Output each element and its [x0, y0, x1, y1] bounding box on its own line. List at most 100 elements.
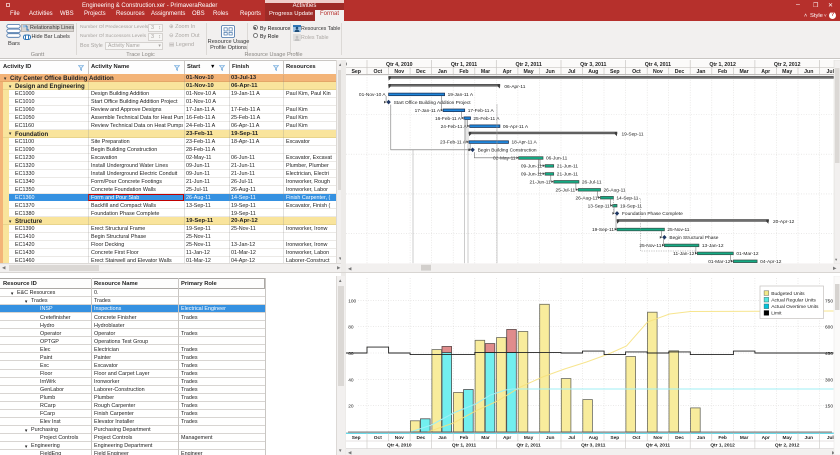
svg-text:80: 80 [348, 325, 354, 331]
svg-text:25-Nov-11: 25-Nov-11 [639, 243, 661, 249]
svg-text:17-Feb-11 A: 17-Feb-11 A [467, 108, 494, 114]
svg-text:Apr: Apr [502, 435, 510, 441]
svg-text:Oct: Oct [632, 69, 641, 75]
svg-text:23-Feb-11 A: 23-Feb-11 A [439, 140, 466, 146]
svg-text:Sep: Sep [351, 69, 361, 75]
svg-text:Nov: Nov [394, 69, 404, 75]
svg-text:25-Feb-11 A: 25-Feb-11 A [473, 116, 500, 122]
svg-text:300: 300 [824, 377, 832, 383]
svg-text:Aug: Aug [588, 435, 597, 441]
svg-text:Feb: Feb [717, 69, 726, 75]
svg-text:Jul: Jul [826, 69, 834, 75]
svg-text:19-Jan-11 A: 19-Jan-11 A [447, 92, 473, 98]
svg-text:750: 750 [824, 298, 832, 304]
svg-text:Qtr 2, 2011: Qtr 2, 2011 [515, 62, 541, 68]
svg-text:40: 40 [348, 377, 354, 383]
svg-text:19-Sep-11: 19-Sep-11 [591, 227, 613, 233]
svg-text:18-Apr-11 A: 18-Apr-11 A [511, 140, 537, 146]
svg-text:21-Jun-11: 21-Jun-11 [556, 164, 578, 170]
svg-text:26-Aug-11: 26-Aug-11 [603, 187, 625, 193]
svg-text:▾: ▾ [835, 257, 838, 262]
svg-text:Limit: Limit [771, 311, 782, 317]
svg-text:17-Jan-11 A: 17-Jan-11 A [414, 108, 440, 114]
svg-text:Start Office Building Addition: Start Office Building Addition Project [393, 100, 471, 106]
svg-text:May: May [782, 69, 792, 75]
svg-text:150: 150 [824, 404, 832, 410]
svg-text:06-Jun-11: 06-Jun-11 [546, 156, 568, 162]
svg-text:Aug: Aug [588, 69, 598, 75]
svg-text:Nov: Nov [394, 435, 403, 441]
svg-text:Feb: Feb [459, 69, 468, 75]
svg-text:Sep: Sep [351, 435, 360, 441]
svg-text:Feb: Feb [718, 435, 727, 441]
svg-text:Qtr 1, 2011: Qtr 1, 2011 [451, 443, 476, 449]
svg-text:Oct: Oct [373, 69, 382, 75]
svg-text:▶: ▶ [833, 266, 837, 271]
svg-text:Sep: Sep [610, 435, 619, 441]
svg-text:Qtr 1, 2012: Qtr 1, 2012 [709, 62, 736, 68]
svg-text:Begin Structural Phase: Begin Structural Phase [669, 235, 718, 241]
svg-text:01-Mar-12: 01-Mar-12 [736, 251, 758, 257]
svg-text:May: May [523, 69, 533, 75]
svg-text:09-Jun-11: 09-Jun-11 [520, 172, 542, 178]
svg-text:Qtr 2, 2011: Qtr 2, 2011 [516, 443, 541, 449]
svg-text:Mar: Mar [481, 435, 490, 441]
svg-text:Qtr 2, 2012: Qtr 2, 2012 [774, 443, 799, 449]
svg-text:21-Jun-11: 21-Jun-11 [556, 172, 578, 178]
svg-text:26-Aug-11: 26-Aug-11 [575, 195, 597, 201]
svg-text:Qtr 1, 2011: Qtr 1, 2011 [450, 62, 476, 68]
svg-text:06-Apr-11: 06-Apr-11 [504, 84, 525, 90]
svg-text:May: May [523, 435, 533, 441]
svg-text:Begin Building Construction: Begin Building Construction [477, 148, 536, 154]
svg-text:Jun: Jun [545, 69, 554, 75]
svg-text:Qtr 2, 2012: Qtr 2, 2012 [773, 62, 800, 68]
svg-text:◀: ◀ [348, 266, 352, 271]
svg-text:Qtr 4, 2010: Qtr 4, 2010 [387, 443, 412, 449]
svg-text:Mar: Mar [739, 435, 748, 441]
svg-text:Apr: Apr [502, 69, 511, 75]
svg-text:Mar: Mar [480, 69, 489, 75]
svg-text:Jun: Jun [804, 69, 813, 75]
svg-text:Actual Regular Units: Actual Regular Units [771, 298, 816, 304]
svg-text:May: May [782, 435, 792, 441]
svg-text:Actual Overtime Units: Actual Overtime Units [771, 304, 819, 310]
svg-text:16-Feb-11 A: 16-Feb-11 A [434, 116, 461, 122]
svg-text:19-Sep-11: 19-Sep-11 [620, 203, 642, 209]
svg-text:Dec: Dec [675, 435, 684, 441]
svg-text:04-Apr-12: 04-Apr-12 [760, 259, 782, 265]
svg-text:100: 100 [348, 298, 356, 304]
svg-text:13-Jan-12: 13-Jan-12 [701, 243, 723, 249]
svg-text:Qtr 4, 2011: Qtr 4, 2011 [645, 443, 670, 449]
svg-text:Jan: Jan [438, 435, 446, 441]
svg-text:Jan: Jan [696, 69, 705, 75]
svg-text:Jul: Jul [567, 69, 575, 75]
svg-text:Oct: Oct [632, 435, 640, 441]
svg-text:01-Nov-10 A: 01-Nov-10 A [358, 92, 385, 98]
svg-text:Jan: Jan [696, 435, 704, 441]
svg-text:Dec: Dec [674, 69, 684, 75]
svg-text:01-Mar-12: 01-Mar-12 [708, 259, 730, 265]
svg-text:25-Jul-11: 25-Jul-11 [555, 187, 575, 193]
svg-text:Jun: Jun [804, 435, 813, 441]
svg-text:20: 20 [348, 404, 354, 410]
svg-text:Qtr 3, 2011: Qtr 3, 2011 [581, 443, 606, 449]
svg-text:24-Feb-11 A: 24-Feb-11 A [440, 124, 467, 130]
svg-text:Apr: Apr [761, 69, 770, 75]
svg-text:Qtr 1, 2012: Qtr 1, 2012 [710, 443, 735, 449]
svg-text:Dec: Dec [416, 435, 425, 441]
svg-text:Foundation Phase Complete: Foundation Phase Complete [622, 211, 683, 217]
svg-text:Feb: Feb [459, 435, 468, 441]
svg-text:Oct: Oct [373, 435, 381, 441]
svg-text:11-Jan-12: 11-Jan-12 [673, 251, 695, 257]
svg-text:25-Nov-11: 25-Nov-11 [667, 227, 689, 233]
svg-text:Nov: Nov [652, 69, 662, 75]
svg-text:02-May-11: 02-May-11 [493, 156, 516, 162]
svg-text:21-Jun-11: 21-Jun-11 [529, 179, 551, 185]
svg-text:Jul: Jul [568, 435, 575, 441]
svg-text:Qtr 4, 2010: Qtr 4, 2010 [386, 62, 413, 68]
svg-text:Qtr 4, 2011: Qtr 4, 2011 [644, 62, 670, 68]
svg-text:600: 600 [824, 325, 832, 331]
svg-text:Qtr 3, 2010: Qtr 3, 2010 [346, 62, 347, 68]
svg-text:Jan: Jan [437, 69, 446, 75]
svg-text:Jun: Jun [545, 435, 554, 441]
